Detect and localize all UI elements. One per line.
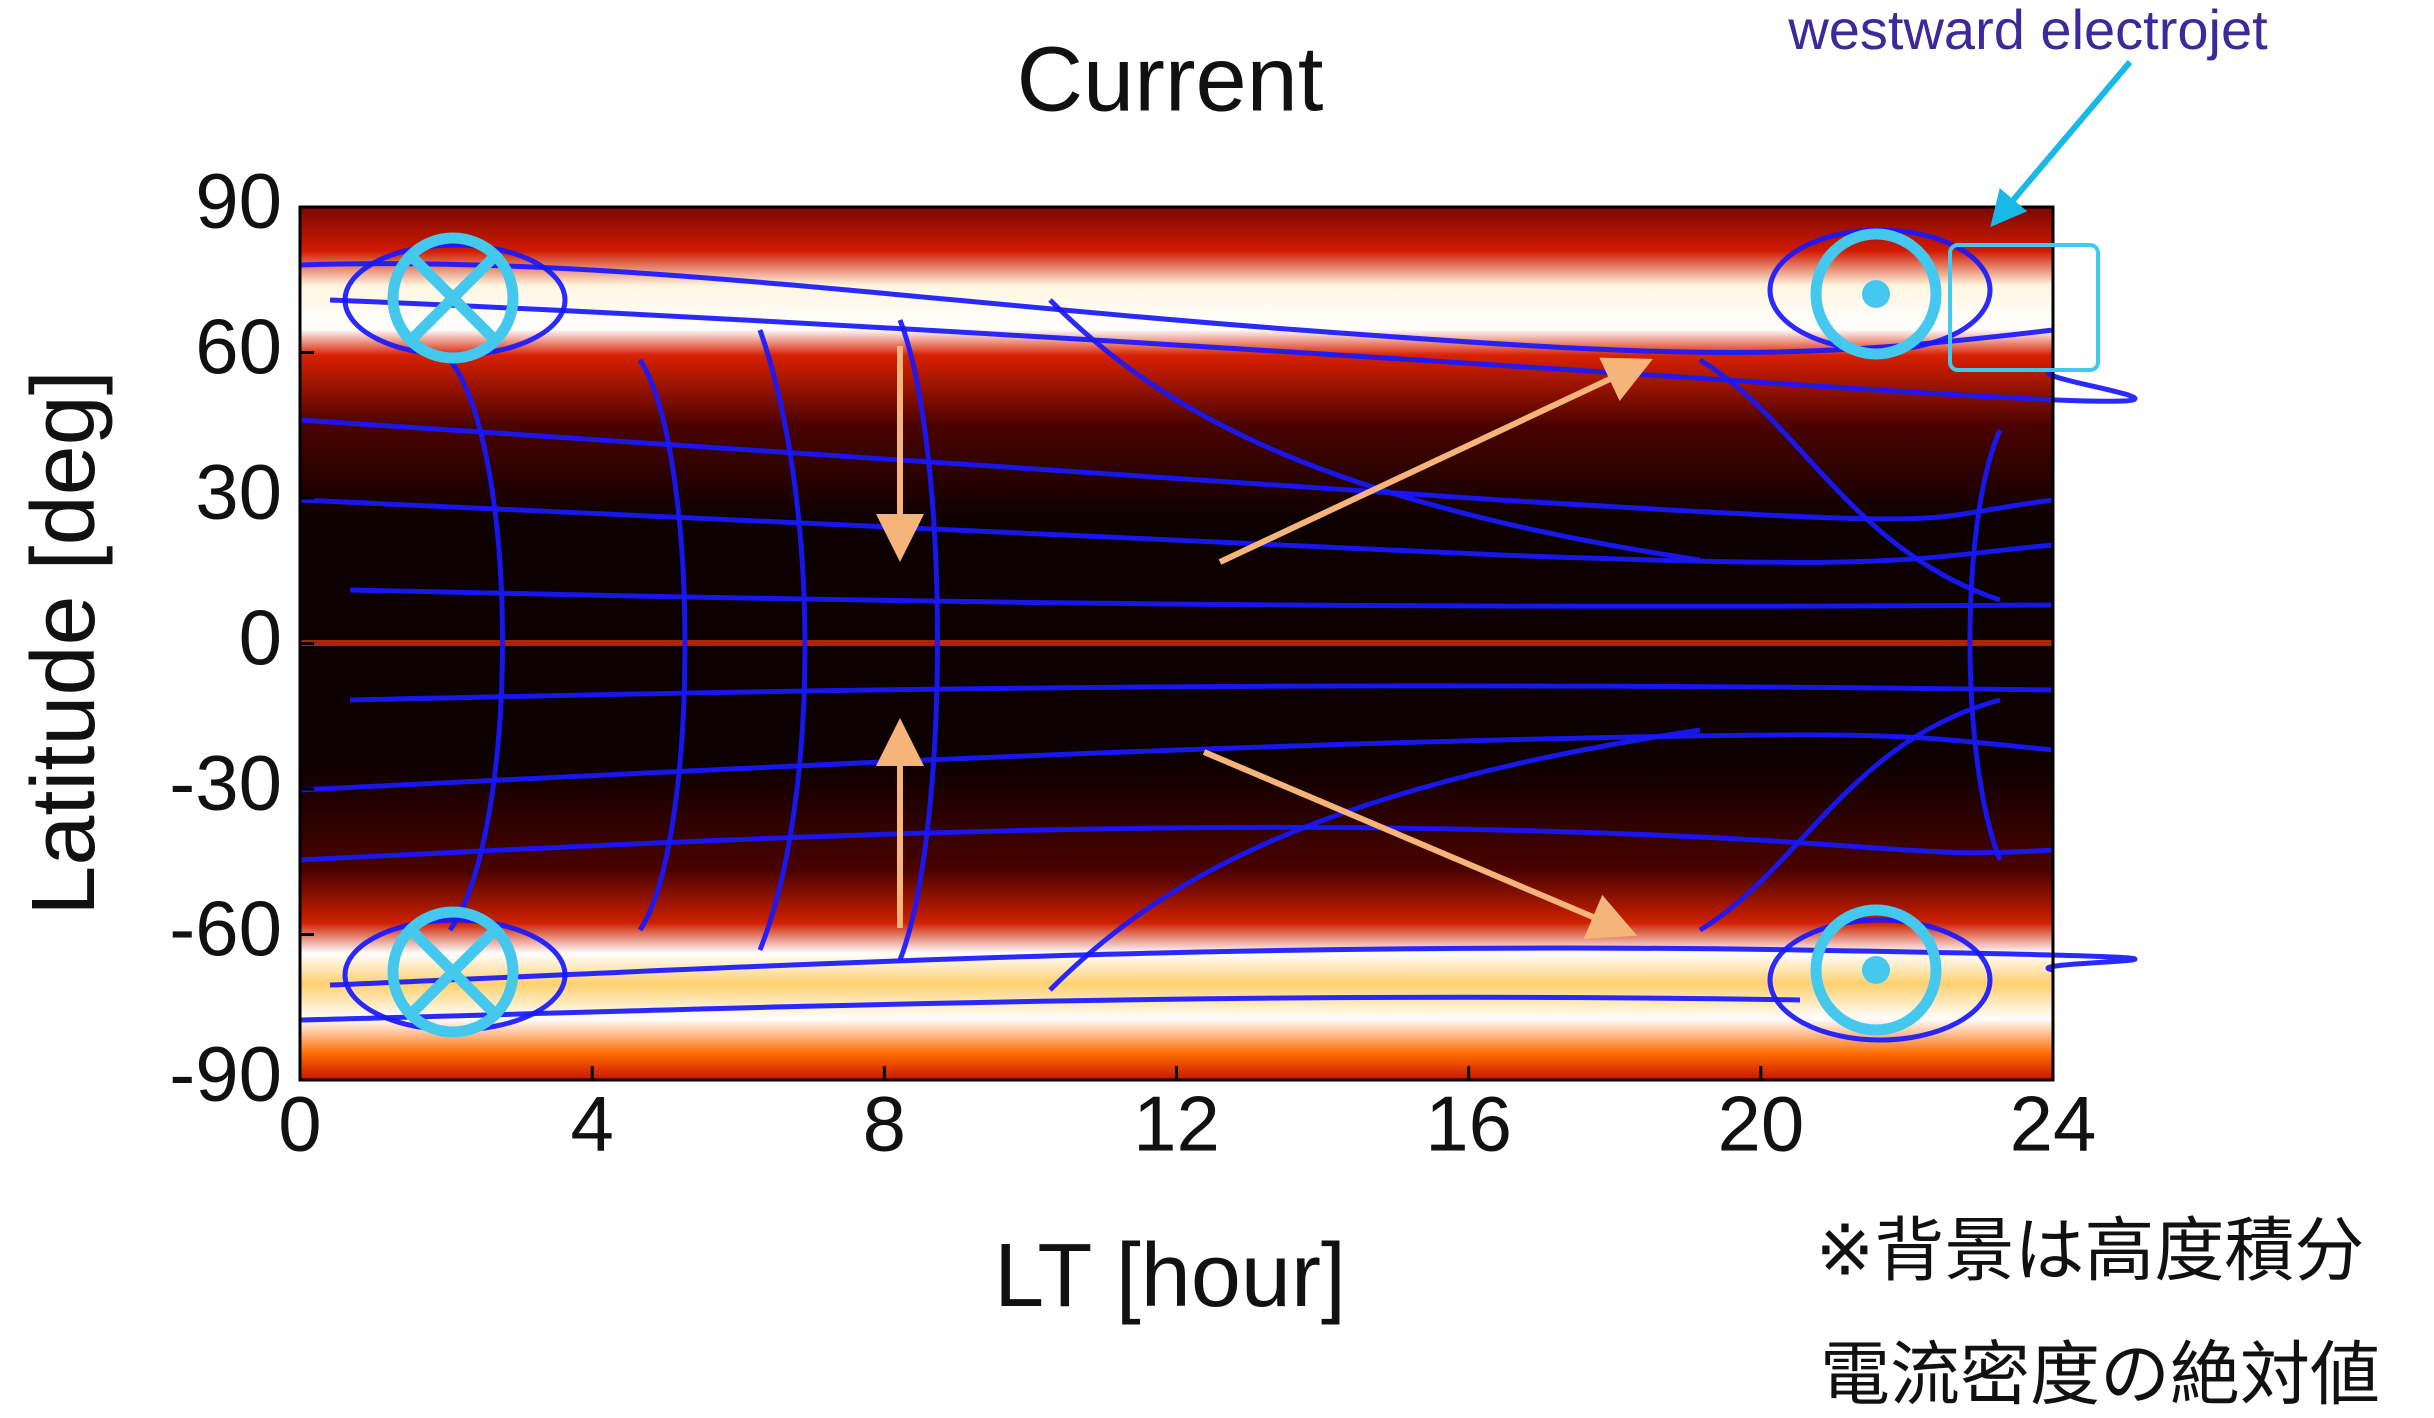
y-tick-label: 60 [195,302,282,390]
annotation: westward electrojet [1787,0,2268,61]
x-tick-label: 16 [1425,1080,1512,1168]
x-tick-label: 0 [278,1080,321,1168]
x-tick-label: 4 [570,1080,613,1168]
note: 電流密度の絶対値 [1820,1335,2380,1413]
x-tick-label: 24 [2010,1080,2097,1168]
x-tick-label: 20 [1717,1080,1804,1168]
y-tick-label: 90 [195,157,282,245]
y-axis-label: Latitude [deg] [14,370,114,915]
equator-band [300,640,2053,646]
x-tick-label: 12 [1133,1080,1220,1168]
y-tick-label: -90 [169,1030,282,1118]
y-tick-label: -30 [169,739,282,827]
note: ※背景は高度積分 [1816,1211,2365,1289]
chart-title: Current [1017,28,1324,130]
plot-area [300,207,2135,1080]
y-tick-label: -60 [169,884,282,972]
y-tick-label: 30 [195,448,282,536]
pointer-arrow [1998,62,2130,218]
x-tick-label: 8 [863,1080,906,1168]
x-axis-label: LT [hour] [994,1226,1346,1326]
chart: Current [0,0,2434,1418]
y-tick-label: 0 [239,593,282,681]
